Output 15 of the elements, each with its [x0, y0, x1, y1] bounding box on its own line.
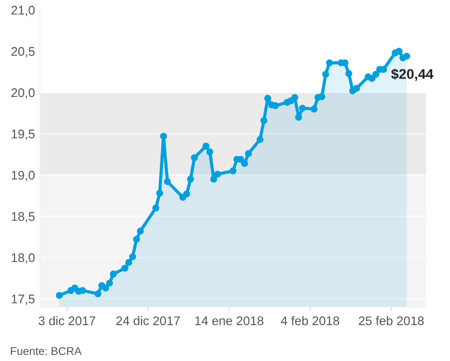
y-tick-label: 20,5 — [11, 47, 35, 58]
y-tick-label: 19,0 — [12, 170, 35, 182]
y-tick-label: 19,5 — [12, 130, 35, 140]
x-tick-label: 4 feb 2018 — [280, 316, 340, 326]
y-tick-label: 18,5 — [12, 212, 35, 222]
x-tick-label: 14 ene 2018 — [195, 316, 264, 326]
y-tick-label: 20,0 — [11, 88, 35, 99]
y-tick-label: 17,5 — [12, 294, 35, 305]
source-note: Fuente: BCRA — [10, 347, 82, 355]
y-tick-label: 21,0 — [11, 6, 35, 16]
y-tick-label: 18,0 — [12, 253, 35, 264]
x-tick-label: 3 dic 2017 — [38, 316, 96, 326]
annotation: $20,44 — [391, 68, 434, 81]
x-tick-label: 24 dic 2017 — [116, 316, 180, 326]
x-tick-label: 25 feb 2018 — [358, 316, 424, 326]
